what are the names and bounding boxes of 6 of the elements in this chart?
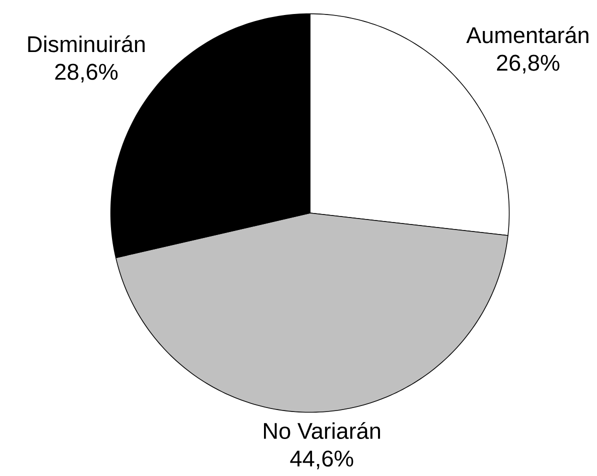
data-label: 44,6% xyxy=(290,450,354,470)
data-label: 28,6% xyxy=(55,64,118,82)
data-label: 26,8% xyxy=(497,54,560,74)
slice-label: Disminuirán xyxy=(28,35,145,52)
slice-label: No Variarán xyxy=(264,422,380,439)
slice-label: Aumentarán xyxy=(466,26,588,44)
